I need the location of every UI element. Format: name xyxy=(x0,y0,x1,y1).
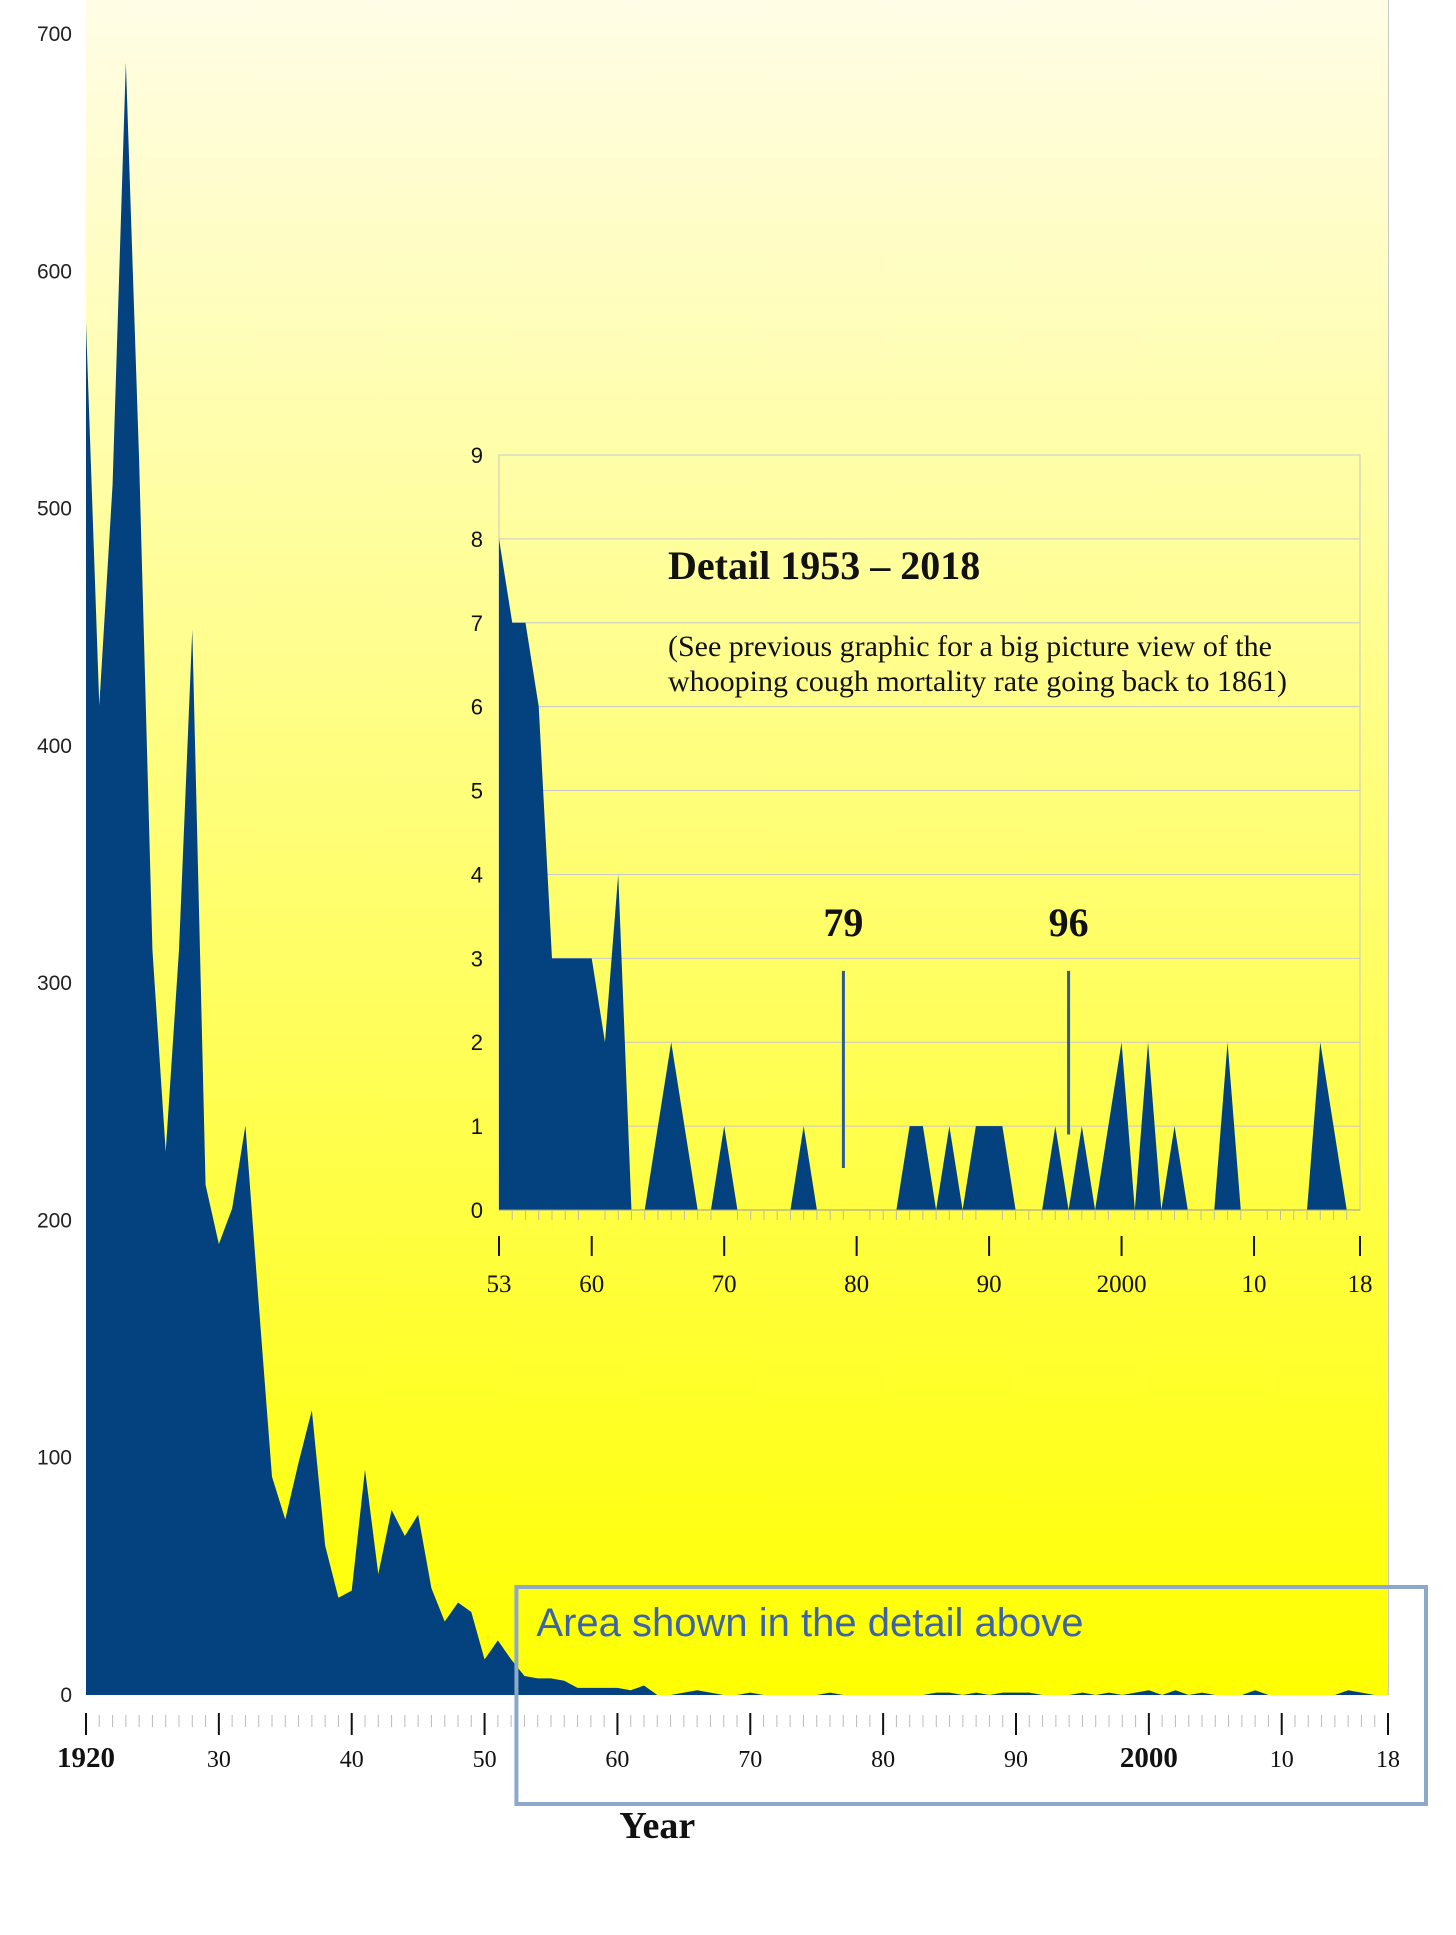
y-tick-label: 600 xyxy=(37,260,72,283)
plot-background xyxy=(86,0,1388,1695)
y-axis: 0 100 200 300 400 500 600 700 xyxy=(37,23,72,1707)
inset-y-tick-label: 0 xyxy=(471,1198,483,1223)
x-tick-label: 80 xyxy=(871,1747,895,1773)
inset-title: Detail 1953 – 2018 xyxy=(668,543,980,588)
x-tick-label: 10 xyxy=(1270,1747,1294,1773)
detail-area-box-group: Area shown in the detail above xyxy=(514,1585,1428,1806)
x-axis-title: Year xyxy=(619,1805,695,1847)
year-marker-label: 96 xyxy=(1049,900,1089,945)
inset-x-tick-label: 53 xyxy=(487,1271,512,1298)
inset-y-tick-label: 1 xyxy=(471,1114,483,1139)
inset-y-tick-label: 3 xyxy=(471,946,483,971)
x-tick-label: 30 xyxy=(207,1747,231,1773)
inset-subtitle-line: whooping cough mortality rate going back… xyxy=(668,665,1287,698)
x-axis: 1920 30 40 50 60 70 80 90 2000 10 18 xyxy=(57,1713,1400,1774)
detail-area-series xyxy=(499,538,1360,1210)
inset-x-tick-label: 60 xyxy=(579,1271,604,1298)
inset-y-tick-label: 7 xyxy=(471,611,483,636)
inset-y-tick-label: 4 xyxy=(471,862,483,887)
inset-x-tick-label: 90 xyxy=(977,1271,1002,1298)
year-marker: 79 xyxy=(823,900,863,1169)
x-tick-label: 2000 xyxy=(1120,1742,1178,1774)
detail-area-box xyxy=(514,1585,1428,1806)
inset-subtitle-line: (See previous graphic for a big picture … xyxy=(668,630,1272,663)
y-tick-label: 200 xyxy=(37,1209,72,1232)
inset-x-tick-label: 2000 xyxy=(1097,1271,1147,1298)
x-tick-label: 70 xyxy=(738,1747,762,1773)
y-tick-label: 300 xyxy=(37,972,72,995)
inset-y-tick-label: 9 xyxy=(471,443,483,468)
inset-y-tick-label: 8 xyxy=(471,527,483,552)
x-tick-label: 90 xyxy=(1004,1747,1028,1773)
x-tick-label: 18 xyxy=(1376,1747,1400,1773)
inset-y-axis: 0 1 2 3 4 5 6 7 8 9 xyxy=(471,443,483,1223)
inset-x-axis: 53 60 70 80 90 2000 10 18 xyxy=(487,1211,1373,1298)
inset-x-tick-label: 18 xyxy=(1348,1271,1373,1298)
inset-y-tick-label: 6 xyxy=(471,695,483,720)
inset-gridlines xyxy=(499,454,1360,1127)
year-marker-label: 79 xyxy=(823,900,863,945)
inset-x-tick-label: 80 xyxy=(844,1271,869,1298)
y-tick-label: 400 xyxy=(37,735,72,758)
detail-area-label: Area shown in the detail above xyxy=(536,1601,1083,1645)
x-tick-label: 1920 xyxy=(57,1742,115,1774)
y-tick-label: 700 xyxy=(37,23,72,46)
x-tick-label: 60 xyxy=(605,1747,629,1773)
x-tick-label: 50 xyxy=(473,1747,497,1773)
mortality-area-series xyxy=(86,62,1388,1696)
y-tick-label: 100 xyxy=(37,1447,72,1470)
inset-x-tick-label: 10 xyxy=(1242,1271,1267,1298)
detail-inset-chart: 0 1 2 3 4 5 6 7 8 9 53 60 70 80 90 2000 10 18 Detail 1953 … xyxy=(471,443,1373,1298)
inset-x-tick-label: 70 xyxy=(712,1271,737,1298)
y-tick-label: 500 xyxy=(37,498,72,521)
inset-y-tick-label: 5 xyxy=(471,779,483,804)
x-tick-label: 40 xyxy=(340,1747,364,1773)
inset-y-tick-label: 2 xyxy=(471,1030,483,1055)
year-marker: 96 xyxy=(1049,900,1089,1135)
y-tick-label: 0 xyxy=(60,1684,72,1707)
